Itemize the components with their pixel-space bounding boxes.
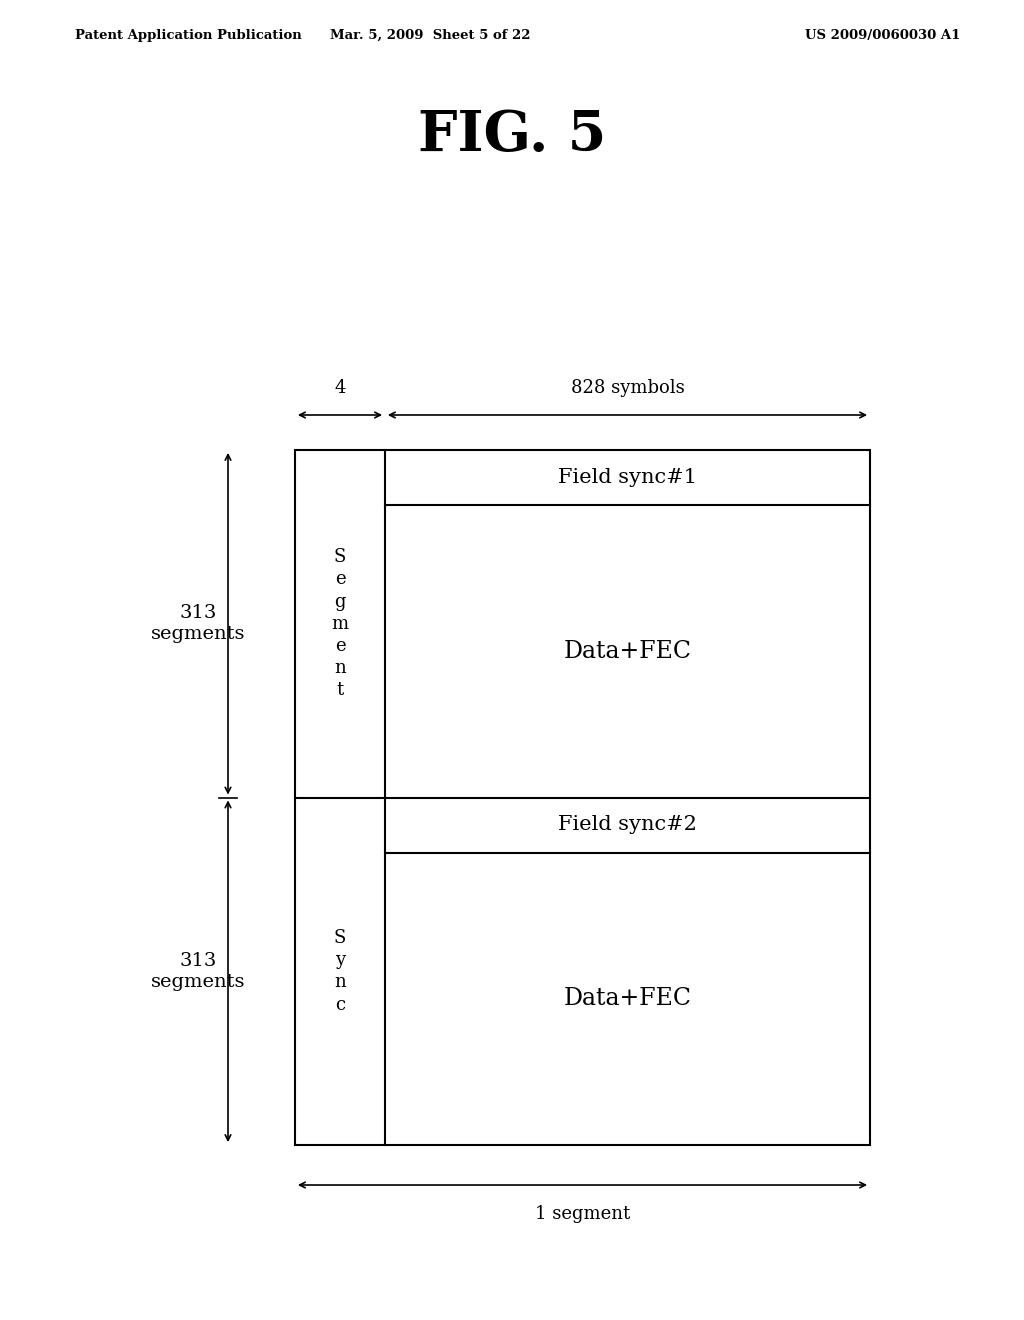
Text: S
e
g
m
e
n
t: S e g m e n t <box>332 548 348 700</box>
Text: Field sync#1: Field sync#1 <box>558 469 697 487</box>
Text: S
y
n
c: S y n c <box>334 929 346 1014</box>
Text: Field sync#2: Field sync#2 <box>558 816 697 834</box>
Text: 4: 4 <box>334 379 346 397</box>
Bar <box>295 450 870 1144</box>
Text: 313
segments: 313 segments <box>151 952 246 990</box>
Text: 828 symbols: 828 symbols <box>570 379 684 397</box>
Text: US 2009/0060030 A1: US 2009/0060030 A1 <box>805 29 961 41</box>
Text: Data+FEC: Data+FEC <box>563 987 691 1010</box>
Text: Mar. 5, 2009  Sheet 5 of 22: Mar. 5, 2009 Sheet 5 of 22 <box>330 29 530 41</box>
Text: 313
segments: 313 segments <box>151 605 246 643</box>
Text: 1 segment: 1 segment <box>535 1205 630 1224</box>
Text: Patent Application Publication: Patent Application Publication <box>75 29 302 41</box>
Text: FIG. 5: FIG. 5 <box>418 107 606 162</box>
Text: Data+FEC: Data+FEC <box>563 640 691 663</box>
